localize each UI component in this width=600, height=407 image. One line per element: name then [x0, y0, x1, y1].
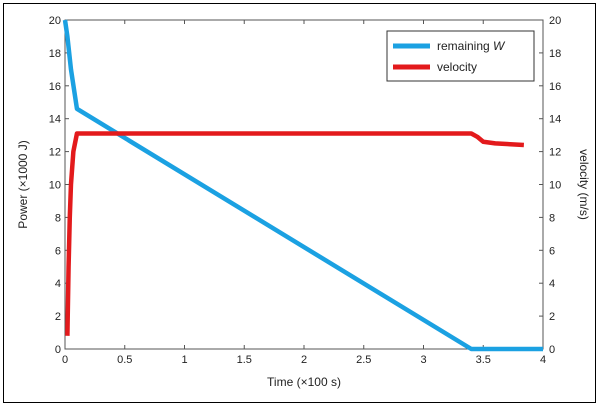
- x-tick-label: 0.5: [117, 354, 132, 366]
- legend-box: [386, 30, 535, 82]
- legend: remaining W velocity: [386, 30, 535, 82]
- right-y-tick-label: 20: [549, 15, 561, 27]
- right-y-tick-label: 10: [549, 180, 561, 192]
- x-axis-ticks: 0 0.5 1 1.5 2 2.5 3 3.5 4: [62, 20, 546, 366]
- x-tick-label: 1.5: [237, 354, 252, 366]
- x-tick-label: 3.5: [476, 354, 491, 366]
- right-y-tick-label: 4: [549, 278, 555, 290]
- right-y-tick-label: 0: [549, 344, 555, 356]
- left-axis-ticks: 0 2 4 6 8 10 12 14 16 18 20: [49, 15, 69, 356]
- left-y-tick-label: 10: [49, 180, 61, 192]
- legend-label-remaining-w: remaining W: [437, 39, 506, 53]
- legend-label-velocity: velocity: [437, 60, 477, 74]
- left-y-tick-label: 2: [55, 311, 61, 323]
- x-tick-label: 3: [420, 354, 426, 366]
- series-layer: [62, 19, 543, 352]
- x-tick-label: 0: [62, 354, 68, 366]
- x-tick-label: 2: [301, 354, 307, 366]
- right-y-tick-label: 8: [549, 212, 555, 224]
- right-y-tick-label: 16: [549, 81, 561, 93]
- series-line: [62, 19, 543, 352]
- right-y-tick-label: 14: [549, 114, 561, 126]
- right-y-tick-label: 6: [549, 245, 555, 257]
- legend-label-italic: W: [493, 39, 506, 53]
- left-y-tick-label: 12: [49, 147, 61, 159]
- left-y-tick-label: 18: [49, 48, 61, 60]
- left-y-tick-label: 14: [49, 114, 61, 126]
- left-y-tick-label: 8: [55, 212, 61, 224]
- x-tick-label: 1: [181, 354, 187, 366]
- left-y-tick-label: 4: [55, 278, 61, 290]
- right-y-tick-label: 18: [549, 48, 561, 60]
- right-axis-ticks: 0 2 4 6 8 10 12 14 16 18 20: [539, 15, 561, 356]
- x-tick-label: 2.5: [356, 354, 371, 366]
- left-y-tick-label: 0: [55, 344, 61, 356]
- x-axis-label: Time (×100 s): [267, 375, 341, 389]
- legend-label-text: remaining: [437, 39, 493, 53]
- series-line: [65, 131, 525, 336]
- left-y-tick-label: 6: [55, 245, 61, 257]
- left-y-axis-label: Power (×1000 J): [16, 140, 30, 228]
- right-y-tick-label: 12: [549, 147, 561, 159]
- right-y-axis-label: velocity (m/s): [577, 149, 591, 220]
- right-y-tick-label: 2: [549, 311, 555, 323]
- left-y-tick-label: 16: [49, 81, 61, 93]
- left-y-tick-label: 20: [49, 15, 61, 27]
- x-tick-label: 4: [540, 354, 546, 366]
